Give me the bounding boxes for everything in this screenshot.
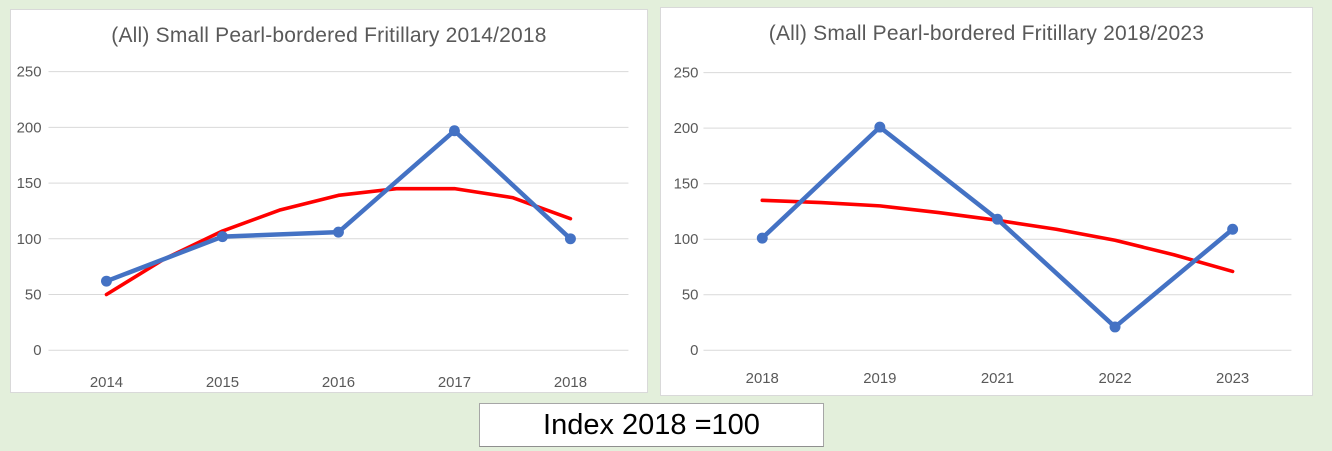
x-tick-label: 2015 bbox=[206, 374, 239, 391]
data-point-marker bbox=[564, 233, 576, 245]
data-point-marker bbox=[1227, 223, 1239, 235]
y-tick-label: 250 bbox=[674, 65, 699, 82]
data-point-marker bbox=[332, 226, 344, 238]
data-point-marker bbox=[991, 213, 1003, 225]
data-point-marker bbox=[756, 232, 768, 244]
index-note-box[interactable]: Index 2018 =100 bbox=[479, 403, 824, 447]
index-series-line bbox=[104, 128, 573, 284]
x-tick-label: 2023 bbox=[1216, 370, 1249, 387]
chart-svg-0: 0 50 100 150 200 250 2014 2015 2016 2017 2018 bbox=[17, 64, 629, 391]
index-note-text: Index 2018 =100 bbox=[543, 408, 760, 441]
data-point-marker bbox=[100, 275, 112, 287]
data-point-marker bbox=[1109, 321, 1121, 333]
y-tick-label: 50 bbox=[682, 287, 699, 304]
y-tick-label: 100 bbox=[674, 231, 699, 248]
data-point-marker bbox=[216, 231, 228, 243]
data-point-marker bbox=[874, 121, 886, 133]
y-tick-label: 250 bbox=[17, 64, 42, 81]
x-tick-label: 2021 bbox=[981, 370, 1014, 387]
chart-panel-2014-2018[interactable]: (All) Small Pearl-bordered Fritillary 20… bbox=[10, 9, 648, 393]
x-tick-label: 2018 bbox=[746, 370, 779, 387]
y-tick-label: 0 bbox=[690, 342, 698, 359]
x-tick-label: 2014 bbox=[90, 374, 123, 391]
y-tick-label: 0 bbox=[33, 342, 41, 359]
y-tick-label: 150 bbox=[674, 176, 699, 193]
chart-title: (All) Small Pearl-bordered Fritillary 20… bbox=[768, 22, 1205, 45]
chart-title: (All) Small Pearl-bordered Fritillary 20… bbox=[111, 24, 547, 47]
y-tick-label: 200 bbox=[17, 119, 42, 136]
x-tick-label: 2022 bbox=[1098, 370, 1131, 387]
poly-trendline bbox=[760, 198, 1235, 274]
x-tick-label: 2019 bbox=[863, 370, 896, 387]
x-tick-label: 2017 bbox=[438, 374, 471, 391]
chart-svg-1: 0 50 100 150 200 250 2018 2019 2021 2022 2023 bbox=[674, 65, 1292, 387]
x-tick-label: 2016 bbox=[322, 374, 355, 391]
poly-trendline bbox=[104, 186, 573, 297]
data-point-marker bbox=[448, 125, 460, 137]
index-series-line bbox=[760, 124, 1235, 330]
y-tick-label: 100 bbox=[17, 231, 42, 248]
y-tick-label: 150 bbox=[17, 175, 42, 192]
chart-panel-2018-2023[interactable]: (All) Small Pearl-bordered Fritillary 20… bbox=[660, 7, 1313, 396]
y-tick-label: 200 bbox=[674, 120, 699, 137]
x-tick-label: 2018 bbox=[554, 374, 587, 391]
y-tick-label: 50 bbox=[25, 286, 42, 303]
